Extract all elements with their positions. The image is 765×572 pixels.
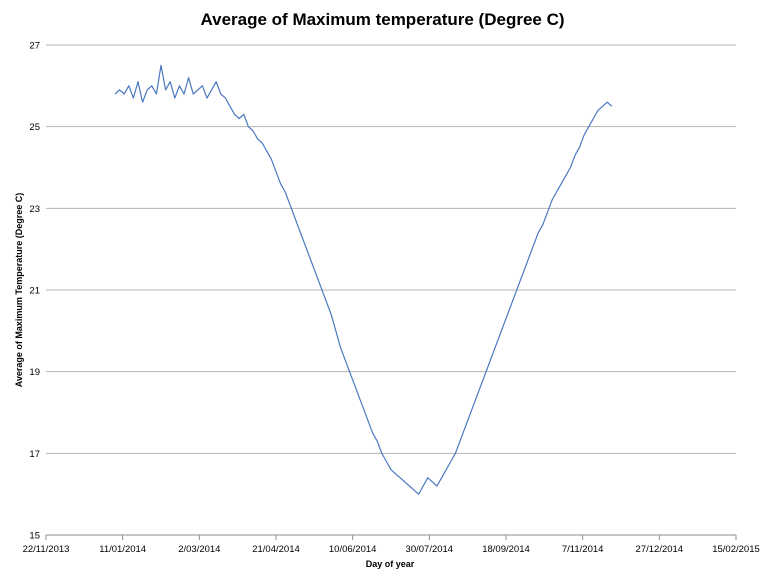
series-group bbox=[114, 64, 613, 495]
y-axis-title: Average of Maximum Temperature (Degree C… bbox=[14, 193, 24, 388]
x-axis-title: Day of year bbox=[366, 559, 415, 569]
x-tick-label-6: 18/09/2014 bbox=[482, 544, 530, 555]
y-tick-label-25: 25 bbox=[29, 122, 40, 133]
y-tick-label-15: 15 bbox=[29, 531, 40, 542]
x-tick-label-0: 22/11/2013 bbox=[23, 544, 70, 555]
gridlines bbox=[46, 44, 736, 454]
x-tick-label-9: 15/02/2015 bbox=[712, 544, 760, 555]
y-tick-label-23: 23 bbox=[29, 204, 40, 215]
y-tick-label-27: 27 bbox=[29, 41, 40, 52]
y-tick-label-17: 17 bbox=[29, 449, 40, 460]
x-axis: 22/11/2013 11/01/2014 2/03/2014 21/04/2014 1… bbox=[23, 534, 760, 555]
chart-title: Average of Maximum temperature (Degree C… bbox=[200, 10, 565, 29]
series-line-0 bbox=[114, 64, 613, 495]
y-tick-label-19: 19 bbox=[29, 367, 40, 378]
x-tick-label-2: 2/03/2014 bbox=[178, 544, 220, 555]
y-axis: 15 17 19 21 23 25 27 bbox=[29, 41, 40, 542]
x-tick-label-7: 7/11/2014 bbox=[562, 544, 604, 555]
x-tick-label-1: 11/01/2014 bbox=[99, 544, 146, 555]
x-tick-label-4: 10/06/2014 bbox=[329, 544, 377, 555]
x-tick-label-5: 30/07/2014 bbox=[406, 544, 454, 555]
x-tick-label-8: 27/12/2014 bbox=[636, 544, 684, 555]
y-tick-label-21: 21 bbox=[29, 286, 40, 297]
x-tick-label-3: 21/04/2014 bbox=[252, 544, 300, 555]
